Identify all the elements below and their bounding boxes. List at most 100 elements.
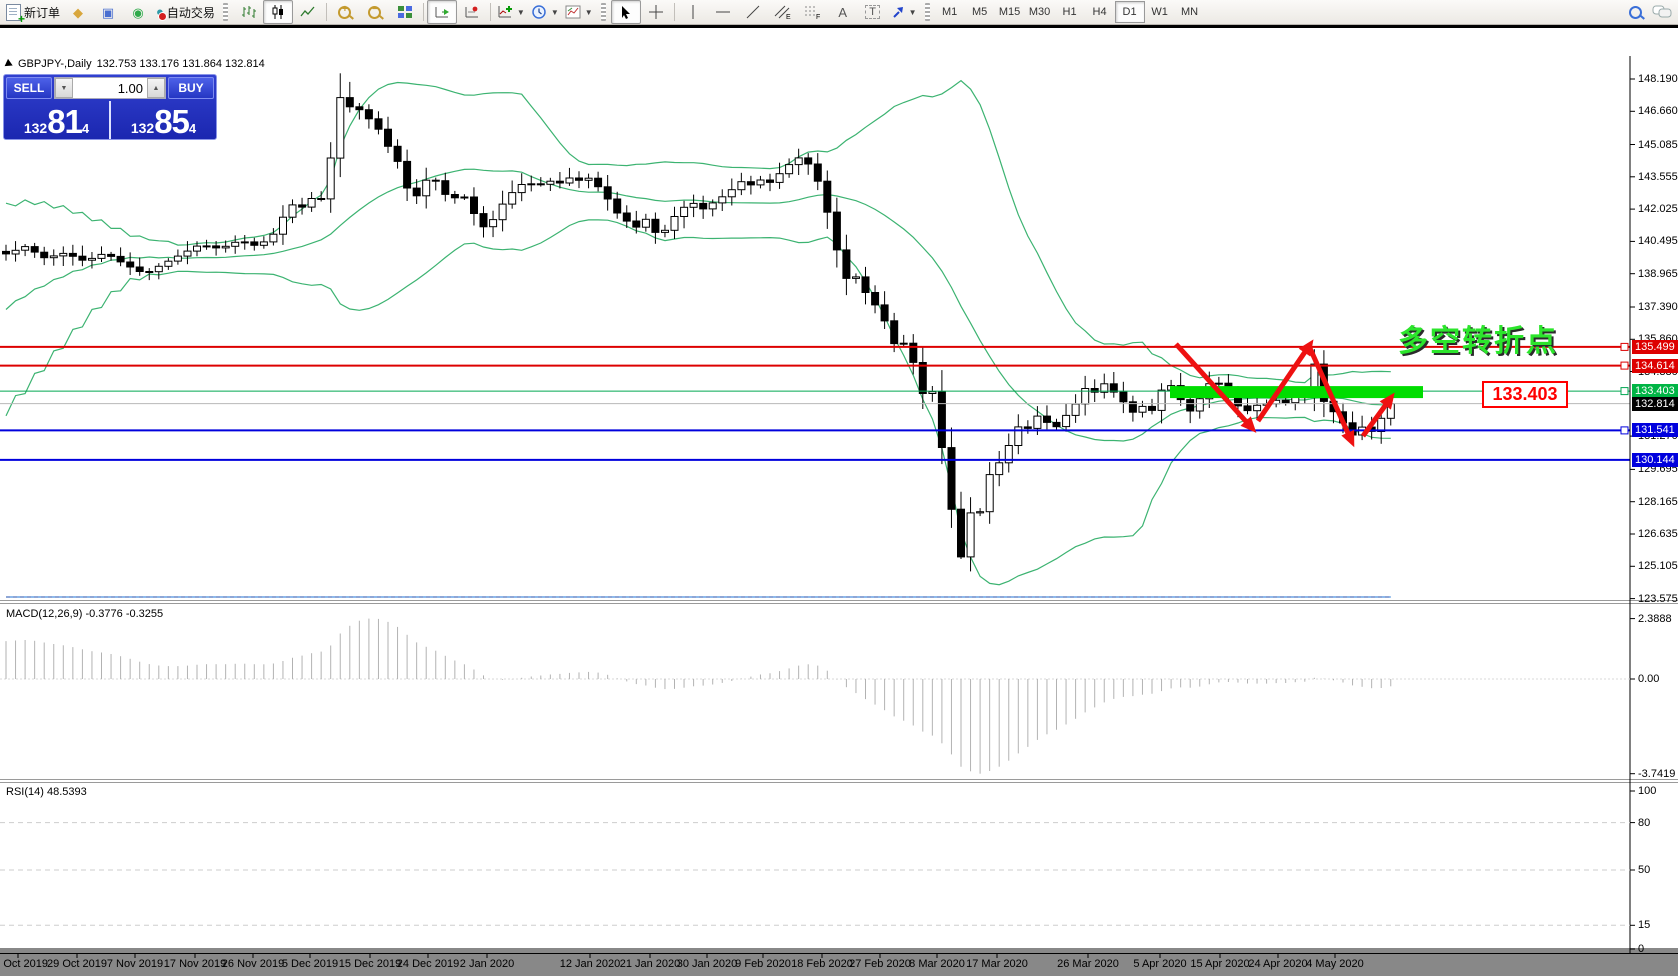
line-selection-handle	[1620, 426, 1629, 435]
buy-price[interactable]: 132 85 4	[111, 101, 216, 139]
macd-label: MACD(12,26,9) -0.3776 -0.3255	[6, 608, 164, 620]
date-label: 8 Mar 2020	[909, 958, 965, 970]
profiles-button[interactable]: ◆	[63, 0, 93, 24]
line-selection-handle	[1620, 342, 1629, 351]
buy-price-point: 4	[188, 121, 197, 136]
trend-arrow	[1255, 349, 1308, 423]
fibonacci-tool-button[interactable]: F	[798, 0, 828, 24]
sell-button[interactable]: SELL	[6, 77, 52, 99]
chart-window[interactable]: GBPJPY-,Daily 132.753 133.176 131.864 13…	[0, 28, 1678, 970]
volume-up-button[interactable]: ▲	[147, 78, 165, 98]
horizontal-line-icon	[715, 11, 730, 13]
axis-price-badge: 131.541	[1632, 423, 1678, 438]
trendline-tool-button[interactable]	[738, 0, 768, 24]
zoom-out-icon: −	[368, 4, 382, 19]
chart-shift-icon	[465, 6, 478, 18]
equidistant-channel-tool-button[interactable]: E	[768, 0, 798, 24]
chat-icon[interactable]	[1652, 4, 1672, 20]
bar-chart-button[interactable]	[233, 0, 263, 24]
cursor-tool-button[interactable]	[610, 0, 641, 24]
auto-scroll-button[interactable]	[426, 0, 457, 24]
timeframe-m15[interactable]: M15	[998, 6, 1021, 18]
crosshair-tool-button[interactable]	[641, 0, 671, 24]
zoom-out-button[interactable]: −	[360, 0, 390, 24]
date-label: 18 Feb 2020	[791, 958, 853, 970]
timeframe-w1[interactable]: W1	[1151, 6, 1168, 18]
equidistant-channel-icon: E	[774, 5, 791, 20]
candlestick-chart-button[interactable]	[262, 0, 293, 24]
indicators-icon	[498, 6, 512, 18]
toolbar-grip[interactable]	[222, 3, 228, 21]
templates-dropdown-caret[interactable]: ▼	[584, 7, 593, 17]
periods-dropdown-caret[interactable]: ▼	[550, 7, 559, 17]
periods-button[interactable]: ▼	[528, 0, 562, 24]
sell-price-whole: 132	[23, 120, 48, 136]
price-tick-label: 126.635	[1638, 527, 1678, 540]
periods-clock-icon	[532, 5, 546, 19]
buy-button[interactable]: BUY	[168, 77, 214, 99]
indicators-dropdown-caret[interactable]: ▼	[516, 7, 525, 17]
arrows-dropdown-caret[interactable]: ▼	[908, 7, 917, 17]
trend-arrow-head	[1341, 429, 1355, 448]
timeframe-m1[interactable]: M1	[941, 6, 958, 18]
trend-arrow-head	[1240, 416, 1257, 433]
toolbar-grip[interactable]	[924, 3, 930, 21]
toolbar-grip[interactable]	[600, 3, 606, 21]
rsi-tick-label: 0	[1638, 943, 1645, 955]
navigator-button[interactable]: ◉	[123, 0, 153, 24]
turning-point-annotation[interactable]: 多空转折点	[1398, 325, 1558, 358]
symbol-period-label: GBPJPY-,Daily	[18, 58, 92, 70]
price-tick-label: 123.575	[1638, 592, 1678, 605]
indicators-button[interactable]: ▼	[494, 0, 528, 24]
text-label-tool-button[interactable]: T	[858, 0, 888, 24]
timeframe-d1[interactable]: D1	[1114, 1, 1145, 23]
date-label: 24 Dec 2019	[396, 958, 460, 970]
line-chart-button[interactable]	[293, 0, 323, 24]
trend-arrow	[1306, 344, 1351, 436]
zoom-in-icon: +	[338, 4, 352, 19]
new-order-button[interactable]: + 新订单	[3, 0, 63, 25]
new-order-icon: +	[6, 3, 25, 25]
vertical-line-tool-button[interactable]	[678, 0, 708, 24]
timeframe-mn[interactable]: MN	[1181, 6, 1199, 18]
bollinger-lower-band	[5, 219, 1391, 586]
level-price-label[interactable]: 133.403	[1482, 381, 1568, 408]
auto-trading-button[interactable]: ● 自动交易	[153, 0, 218, 24]
date-label: 26 Nov 2019	[221, 958, 285, 970]
chart-shift-button[interactable]	[457, 0, 487, 24]
search-icon[interactable]	[1629, 5, 1642, 19]
horizontal-line-tool-button[interactable]	[708, 0, 738, 24]
date-label: 17 Mar 2020	[966, 958, 1028, 970]
date-axis-border	[0, 953, 1678, 954]
timeframe-m30[interactable]: M30	[1028, 6, 1051, 18]
text-tool-button[interactable]: A	[828, 0, 858, 24]
timeframe-h1[interactable]: H1	[1062, 6, 1077, 18]
price-tick-label: 142.025	[1638, 203, 1678, 216]
panel-separator	[0, 603, 1678, 604]
timeframe-m5[interactable]: M5	[971, 6, 988, 18]
templates-button[interactable]: ▼	[562, 0, 596, 24]
timeframe-h4[interactable]: H4	[1092, 6, 1107, 18]
rsi-tick-label: 100	[1638, 785, 1657, 797]
window-border	[0, 25, 1678, 28]
price-tick-label: 143.555	[1638, 170, 1678, 183]
chart-canvas[interactable]	[0, 28, 1678, 976]
tile-windows-button[interactable]	[390, 0, 420, 24]
zoom-in-button[interactable]: +	[330, 0, 360, 24]
date-label: 2 Jan 2020	[459, 958, 515, 970]
arrows-tool-button[interactable]: ▼	[888, 0, 920, 24]
sell-price[interactable]: 132 81 4	[4, 101, 111, 139]
volume-value[interactable]: 1.00	[117, 80, 143, 96]
panel-separator	[0, 779, 1678, 780]
macd-tick-label: -3.7419	[1638, 767, 1676, 780]
volume-box: ▼ 1.00 ▲	[54, 77, 166, 99]
mt4-terminal: + 新订单 ◆ ▣ ◉ ● 自动交易	[0, 0, 1678, 948]
crosshair-icon	[648, 5, 663, 19]
data-window-button[interactable]: ▣	[93, 0, 123, 24]
date-label: 29 Oct 2019	[47, 958, 107, 970]
price-tick-label: 138.965	[1638, 267, 1678, 280]
line-selection-handle	[1620, 387, 1629, 396]
navigator-icon: ◉	[132, 4, 144, 20]
candlestick-chart-icon	[272, 5, 283, 19]
volume-down-button[interactable]: ▼	[55, 78, 73, 98]
